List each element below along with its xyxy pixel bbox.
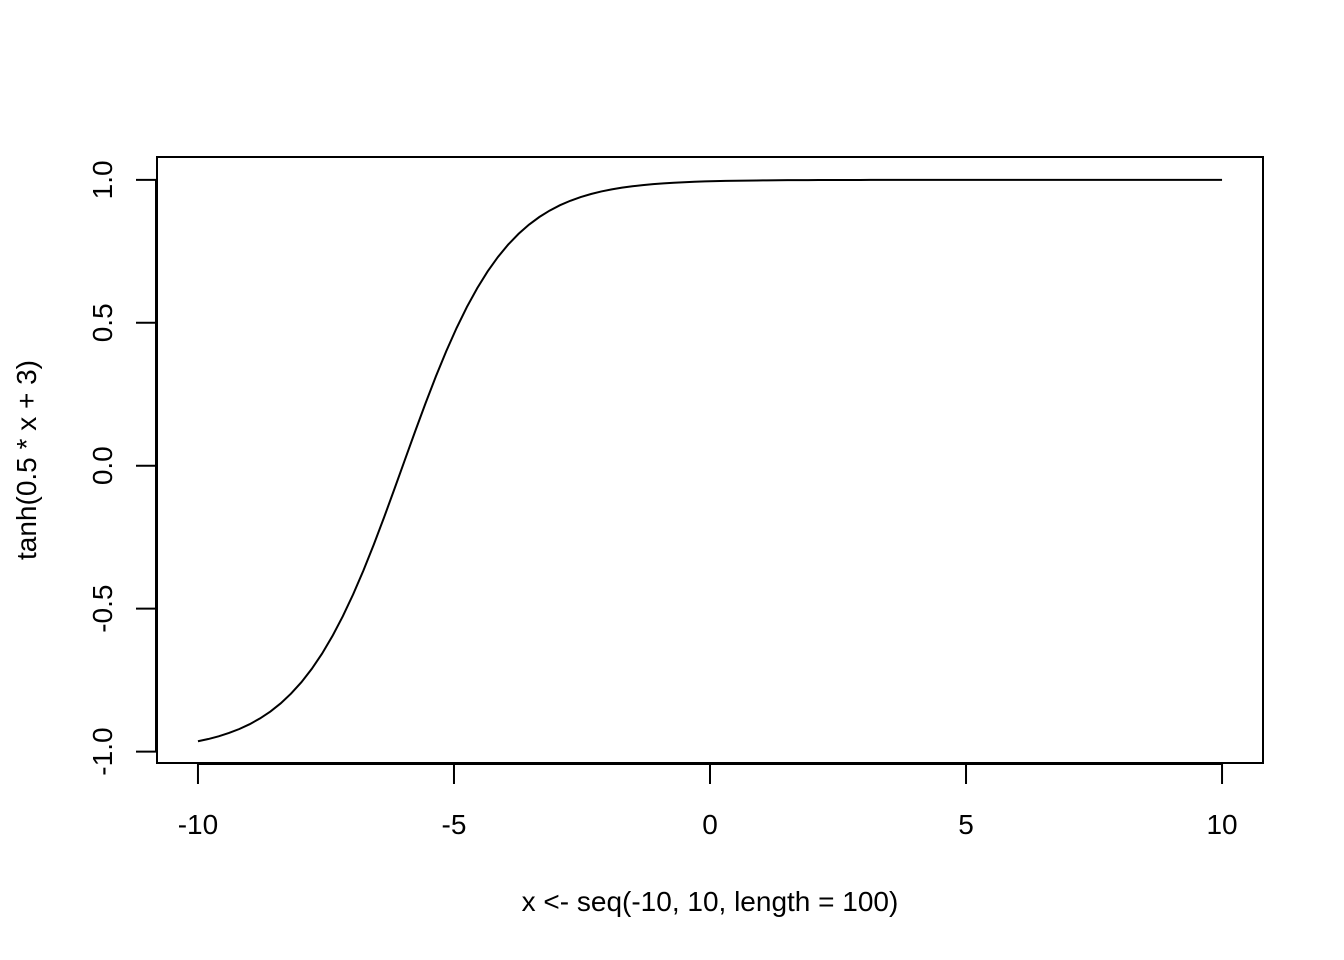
plot-frame <box>156 156 1264 764</box>
y-tick-label: 0.5 <box>87 303 118 342</box>
y-tick-label: -1.0 <box>87 727 118 775</box>
y-tick-label: 1.0 <box>87 160 118 199</box>
x-tick-label: 10 <box>1206 809 1237 840</box>
x-axis-label: x <- seq(-10, 10, length = 100) <box>522 886 899 917</box>
x-tick-label: 5 <box>958 809 974 840</box>
y-tick-label: -0.5 <box>87 585 118 633</box>
x-tick-label: -10 <box>178 809 218 840</box>
x-tick-label: -5 <box>442 809 467 840</box>
y-axis: -1.0 -0.5 0.0 0.5 1.0 <box>87 160 157 776</box>
y-axis-label: tanh(0.5 * x + 3) <box>11 360 42 560</box>
series-line <box>197 178 1223 743</box>
y-tick-label: 0.0 <box>87 446 118 485</box>
x-tick-label: 0 <box>702 809 718 840</box>
x-axis: -10 -5 0 5 10 <box>178 763 1238 840</box>
